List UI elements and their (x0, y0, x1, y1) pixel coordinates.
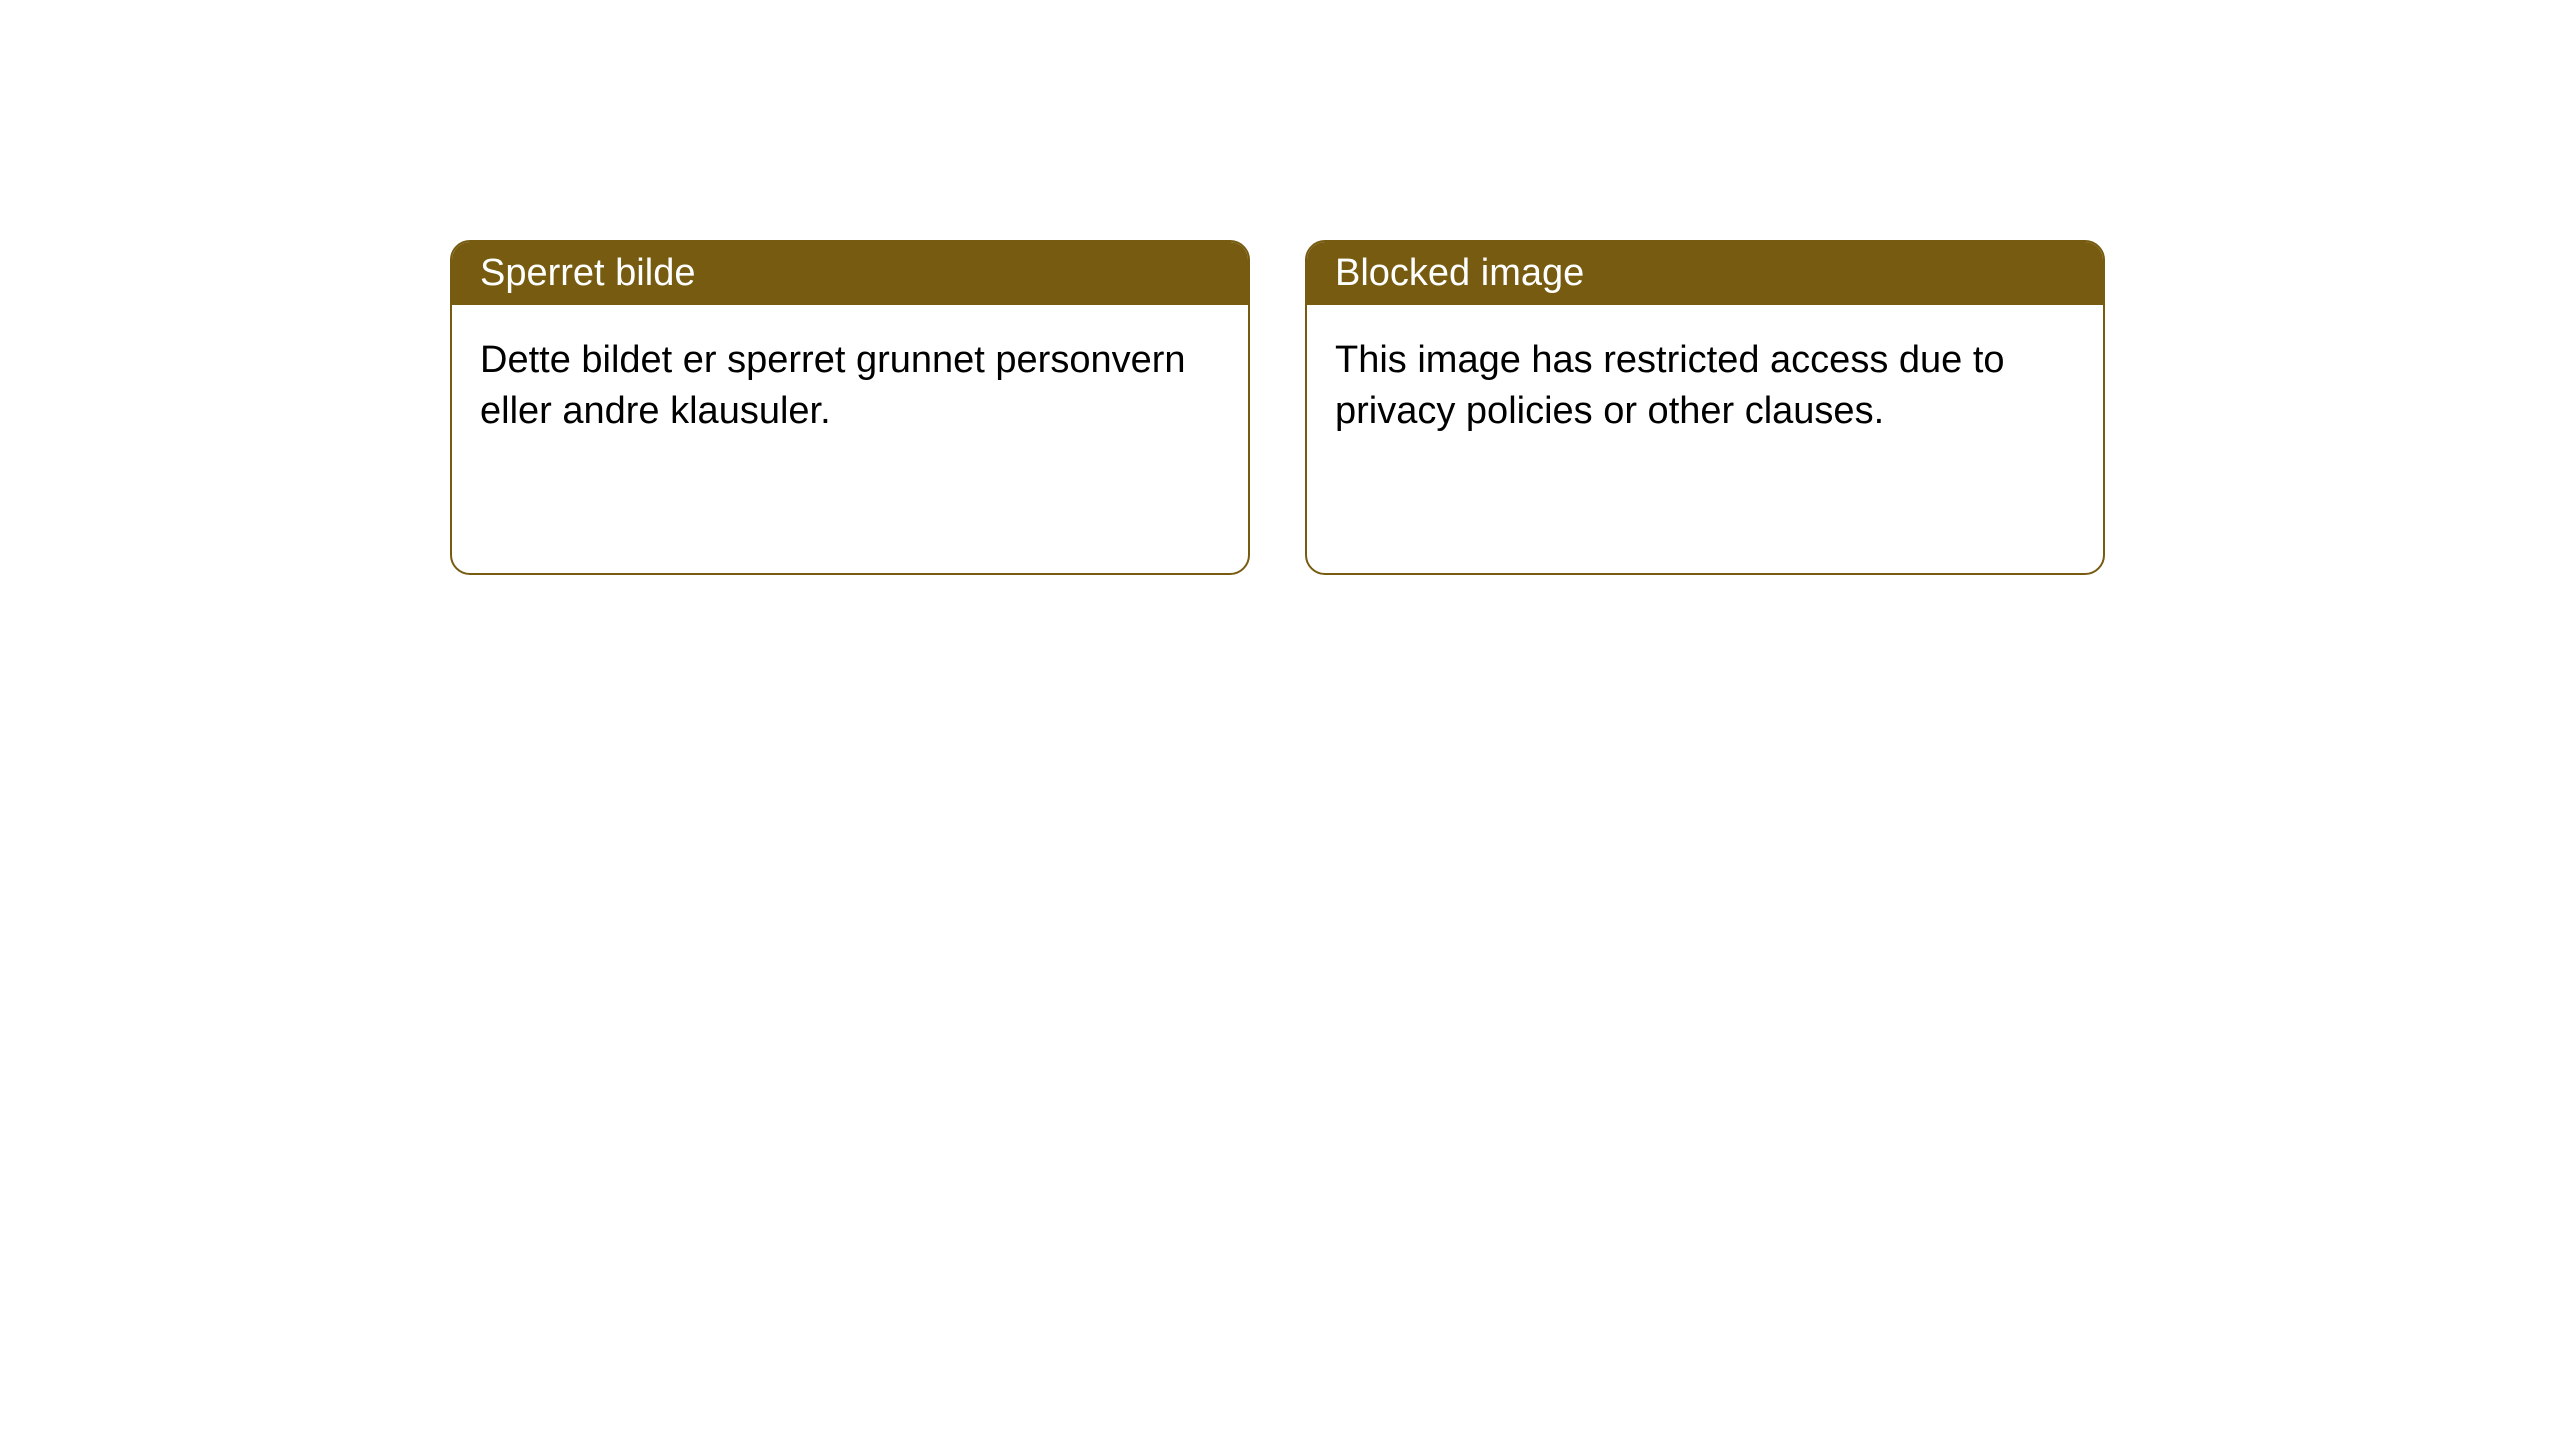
notice-card-body: This image has restricted access due to … (1307, 305, 2103, 468)
notice-card-title: Sperret bilde (480, 252, 695, 294)
notice-card-english: Blocked image This image has restricted … (1305, 240, 2105, 575)
notice-card-header: Sperret bilde (452, 242, 1248, 305)
notice-card-norwegian: Sperret bilde Dette bildet er sperret gr… (450, 240, 1250, 575)
notice-card-header: Blocked image (1307, 242, 2103, 305)
notice-card-title: Blocked image (1335, 252, 1584, 294)
notice-card-text: Dette bildet er sperret grunnet personve… (480, 339, 1186, 432)
notice-card-body: Dette bildet er sperret grunnet personve… (452, 305, 1248, 468)
notice-cards-container: Sperret bilde Dette bildet er sperret gr… (450, 240, 2105, 575)
notice-card-text: This image has restricted access due to … (1335, 339, 2005, 432)
